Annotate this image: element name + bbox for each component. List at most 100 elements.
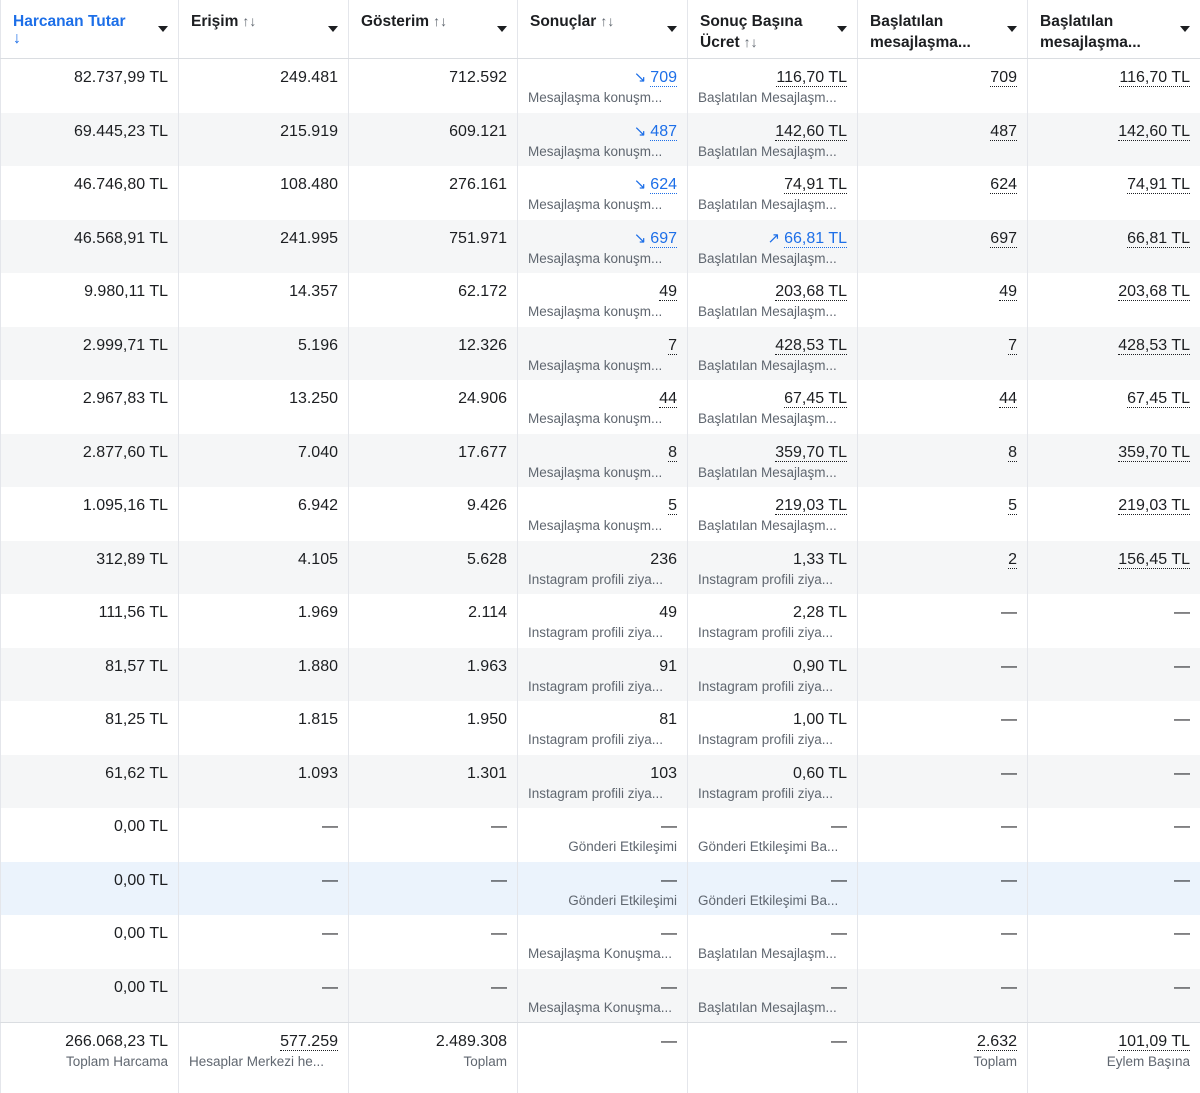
cost-per-result-wrap: 1,33 TL [698,547,847,571]
column-header-cost-per-result[interactable]: Sonuç Başına Ücret ↑↓ [688,0,858,58]
cost-per-result-value[interactable]: 203,68 TL [775,283,847,301]
cost-per-result-value[interactable]: 428,53 TL [775,336,847,355]
column-header-results[interactable]: Sonuçlar ↑↓ [518,0,688,58]
table-row[interactable]: 2.967,83 TL 13.250 24.906 44 Mesajlaşma konu… [0,380,1200,434]
table-row[interactable]: 82.737,99 TL 249.481 712.592 ↘ 709 Mesajlaşma… [0,59,1200,113]
cost-per-messaging-cell: — [1028,808,1200,862]
messaging-started-value[interactable]: 487 [990,122,1017,141]
table-row[interactable]: 1.095,16 TL 6.942 9.426 5 Mesajlaşma konuşm.… [0,487,1200,541]
messaging-started-value[interactable]: 2 [1008,550,1017,569]
results-type-label: Mesajlaşma konuşm... [528,143,663,159]
results-value[interactable]: 5 [668,497,677,515]
impressions-value: 609.121 [449,122,507,140]
cost-per-messaging-value[interactable]: 219,03 TL [1118,497,1190,515]
table-row[interactable]: 0,00 TL — — — Mesajlaşma Konuşma... — Başlatıl… [0,915,1200,969]
column-header-label: Gösterim [361,13,430,30]
table-row[interactable]: 61,62 TL 1.093 1.301 103 Instagram profili z… [0,754,1200,808]
cost-per-messaging-value[interactable]: 66,81 TL [1127,229,1190,248]
cost-per-result-value[interactable]: 66,81 TL [784,229,847,248]
sort-desc-icon[interactable]: ↓ [13,30,21,47]
cost-per-messaging-value[interactable]: 67,45 TL [1127,390,1190,408]
cost-per-messaging-value[interactable]: 74,91 TL [1127,176,1190,194]
column-header-reach[interactable]: Erişim ↑↓ [179,0,349,58]
impressions-value: 9.426 [466,497,507,514]
messaging-started-value[interactable]: 5 [1008,497,1017,515]
results-value[interactable]: 487 [650,122,677,141]
total-cost-per-messaging-value[interactable]: 101,09 TL [1118,1033,1190,1051]
messaging-started-value[interactable]: 7 [1008,336,1017,355]
sort-icon[interactable]: ↑↓ [600,13,615,29]
messaging-started-value[interactable]: 49 [999,283,1017,301]
column-header-impressions[interactable]: Gösterim ↑↓ [349,0,518,58]
results-cell: 49 Instagram profili ziya... [518,594,688,648]
messaging-started-value[interactable]: 697 [990,229,1017,248]
spend-value: 81,25 TL [105,711,168,728]
messaging-started-value[interactable]: 8 [1008,443,1017,462]
results-value[interactable]: 49 [659,283,677,301]
cost-per-result-value[interactable]: 74,91 TL [784,176,847,194]
cost-per-messaging-value[interactable]: 116,70 TL [1119,69,1190,87]
total-reach-value[interactable]: 577.259 [280,1033,338,1051]
cost-per-messaging-value[interactable]: 359,70 TL [1118,443,1190,462]
total-messaging-value[interactable]: 2.632 [976,1033,1017,1051]
chevron-down-icon[interactable] [1007,26,1017,32]
spend-value: 46.746,80 TL [73,176,168,193]
impressions-cell: — [349,968,518,1022]
chevron-down-icon[interactable] [667,26,677,32]
column-header-spend[interactable]: Harcanan Tutar ↓ [0,0,179,58]
results-value[interactable]: 44 [659,390,677,408]
cost-per-messaging-value[interactable]: 203,68 TL [1118,283,1190,301]
spend-value: 69.445,23 TL [73,122,168,140]
results-value[interactable]: 624 [650,176,677,194]
column-header-cost-per-messaging[interactable]: Başlatılan mesajlaşma... [1028,0,1200,58]
cost-per-result-value[interactable]: 219,03 TL [775,497,847,515]
chevron-down-icon[interactable] [328,26,338,32]
reach-cell: — [179,915,349,969]
results-value[interactable]: 7 [668,336,677,355]
cost-per-result-value[interactable]: 116,70 TL [776,69,847,87]
cost-per-messaging-cell: — [1028,648,1200,702]
chevron-down-icon[interactable] [158,26,168,32]
results-cell: ↘ 624 Mesajlaşma konuşm... [518,166,688,220]
table-row[interactable]: 0,00 TL — — — Mesajlaşma Konuşma... — Başlatıl… [0,968,1200,1022]
spend-cell: 2.877,60 TL [0,433,179,487]
table-row[interactable]: 0,00 TL — — — Gönderi Etkileşimi — Gönderi Etk… [0,808,1200,862]
reach-value: 4.105 [297,550,338,568]
table-row[interactable]: 2.999,71 TL 5.196 12.326 7 Mesajlaşma konuşm… [0,326,1200,380]
results-value[interactable]: 709 [650,69,677,87]
reach-value: 14.357 [289,283,338,300]
chevron-down-icon[interactable] [1180,26,1190,32]
messaging-started-value[interactable]: 624 [990,176,1017,194]
sort-icon[interactable]: ↑↓ [242,13,257,29]
sort-icon[interactable]: ↑↓ [743,34,758,50]
results-value[interactable]: 697 [650,229,677,248]
table-row[interactable]: 0,00 TL — — — Gönderi Etkileşimi — Gönderi Etk… [0,861,1200,915]
cost-per-result-value[interactable]: 142,60 TL [775,122,847,141]
table-row[interactable]: 81,25 TL 1.815 1.950 81 Instagram profili zi… [0,701,1200,755]
column-header-label: Sonuçlar [530,13,597,30]
cost-per-result-value[interactable]: 359,70 TL [775,443,847,462]
table-row[interactable]: 81,57 TL 1.880 1.963 91 Instagram profili zi… [0,647,1200,702]
table-row[interactable]: 2.877,60 TL 7.040 17.677 8 Mesajlaşma konuşm… [0,433,1200,487]
cost-per-result-value[interactable]: 67,45 TL [784,390,847,408]
impressions-value: — [491,925,507,942]
cost-per-messaging-value[interactable]: 156,45 TL [1118,550,1190,569]
messaging-started-wrap: — [868,868,1017,892]
messaging-started-value[interactable]: 44 [999,390,1017,408]
cost-per-messaging-wrap: 116,70 TL [1038,65,1190,89]
column-header-messaging-started[interactable]: Başlatılan mesajlaşma... [858,0,1028,58]
cost-per-messaging-value[interactable]: 428,53 TL [1118,336,1190,355]
messaging-started-value[interactable]: 709 [990,69,1017,87]
chevron-down-icon[interactable] [837,26,847,32]
table-row[interactable]: 9.980,11 TL 14.357 62.172 49 Mesajlaşma konu… [0,273,1200,327]
table-row[interactable]: 111,56 TL 1.969 2.114 49 Instagram profili z… [0,594,1200,648]
table-row[interactable]: 312,89 TL 4.105 5.628 236 Instagram profili … [0,540,1200,594]
table-row[interactable]: 46.746,80 TL 108.480 276.161 ↘ 624 Mesajlaşma… [0,166,1200,220]
cost-per-messaging-cell: — [1028,915,1200,969]
results-value[interactable]: 8 [668,443,677,462]
table-row[interactable]: 46.568,91 TL 241.995 751.971 ↘ 697 Mesajlaşma… [0,219,1200,273]
sort-icon[interactable]: ↑↓ [433,13,448,29]
cost-per-messaging-value[interactable]: 142,60 TL [1118,122,1190,141]
table-row[interactable]: 69.445,23 TL 215.919 609.121 ↘ 487 Mesajlaşma… [0,112,1200,166]
chevron-down-icon[interactable] [497,26,507,32]
